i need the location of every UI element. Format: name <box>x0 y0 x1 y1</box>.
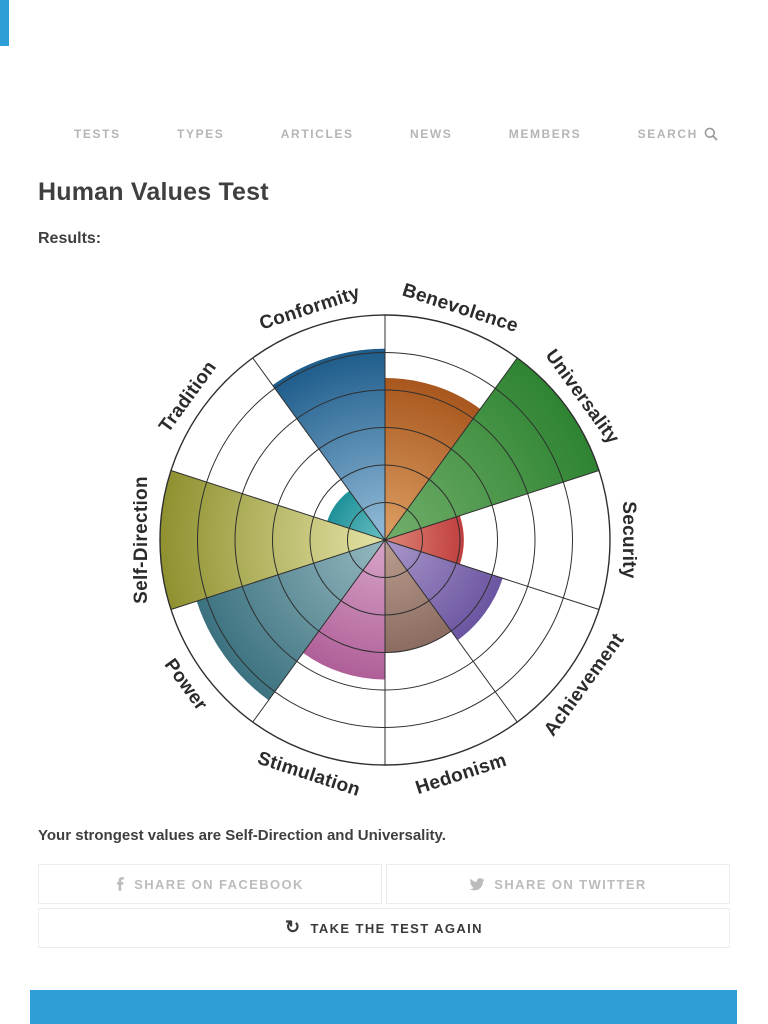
strongest-values-summary: Your strongest values are Self-Direction… <box>38 827 446 844</box>
sector-label-stimulation: Stimulation <box>255 748 363 801</box>
share-twitter-button[interactable]: SHARE ON TWITTER <box>386 864 730 904</box>
facebook-icon <box>116 876 125 892</box>
sector-label-hedonism: Hedonism <box>413 750 509 799</box>
nav-item-members[interactable]: MEMBERS <box>508 127 582 141</box>
top-left-accent <box>0 0 9 46</box>
share-facebook-label: SHARE ON FACEBOOK <box>134 876 304 892</box>
share-facebook-button[interactable]: SHARE ON FACEBOOK <box>38 864 382 904</box>
main-nav: TESTS TYPES ARTICLES NEWS MEMBERS SEARCH <box>0 127 768 141</box>
sector-label-conformity: Conformity <box>257 282 363 334</box>
sector-achievement <box>385 540 503 641</box>
retake-test-label: TAKE THE TEST AGAIN <box>310 920 483 936</box>
values-wheel-chart: BenevolenceUniversalitySecurityAchieveme… <box>131 280 639 801</box>
grid-ring <box>309 464 461 616</box>
sector-security <box>385 515 464 565</box>
sector-hedonism <box>385 540 452 653</box>
sector-label-self-direction: Self-Direction <box>131 476 152 604</box>
share-twitter-label: SHARE ON TWITTER <box>494 876 647 892</box>
nav-item-types[interactable]: TYPES <box>177 127 225 141</box>
sector-conformity <box>272 348 385 540</box>
retake-test-button[interactable]: ↻ TAKE THE TEST AGAIN <box>38 908 730 948</box>
search-icon <box>704 127 718 141</box>
sector-power <box>196 540 385 701</box>
twitter-icon <box>469 877 485 891</box>
nav-item-articles[interactable]: ARTICLES <box>280 127 354 141</box>
grid-ring <box>234 389 536 691</box>
sector-stimulation <box>303 540 385 680</box>
share-buttons-row: SHARE ON FACEBOOK SHARE ON TWITTER <box>38 864 730 904</box>
grid-ring <box>197 352 573 728</box>
grid-ring <box>272 427 498 653</box>
page-title: Human Values Test <box>38 178 269 206</box>
nav-search-label: SEARCH <box>637 127 698 141</box>
sector-label-power: Power <box>160 655 212 715</box>
results-heading: Results: <box>38 230 102 247</box>
nav-item-tests[interactable]: TESTS <box>74 127 121 141</box>
grid-ring <box>347 502 423 578</box>
sector-label-achievement: Achievement <box>540 629 629 740</box>
refresh-icon: ↻ <box>285 917 302 937</box>
sector-label-security: Security <box>618 501 639 579</box>
sector-benevolence <box>385 378 481 540</box>
sector-universality <box>385 357 599 540</box>
bottom-accent-bar <box>30 990 737 1024</box>
nav-item-search[interactable]: SEARCH <box>638 127 718 141</box>
outer-ring <box>159 314 611 766</box>
nav-item-news[interactable]: NEWS <box>409 127 453 141</box>
